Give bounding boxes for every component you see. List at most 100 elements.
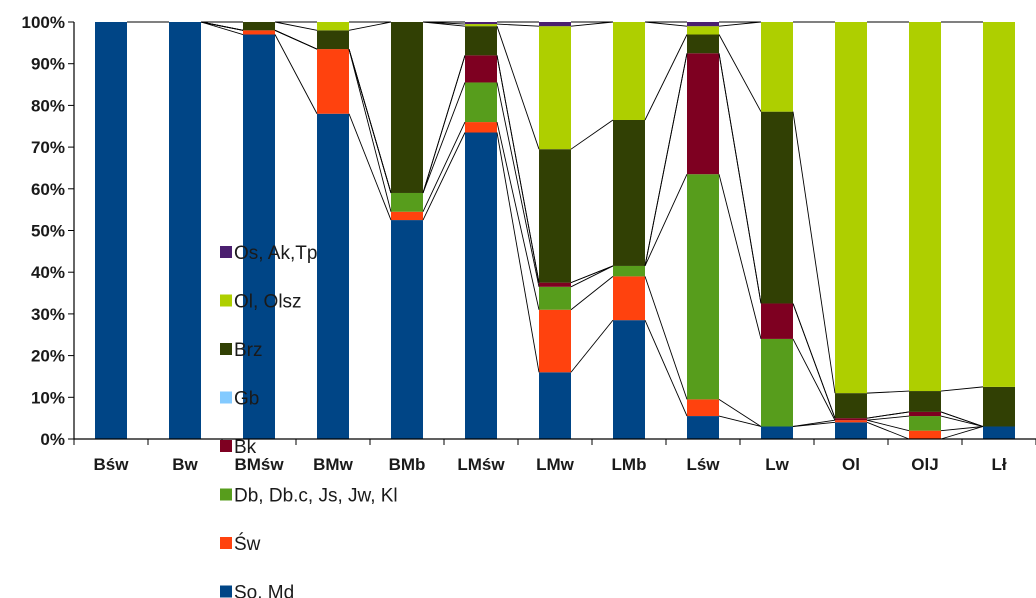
- bar-segment-so-md: [539, 372, 571, 439]
- bar-segment-bk: [465, 55, 497, 83]
- legend-item-so-md: So, Md: [220, 583, 294, 598]
- x-tick-label: LMb: [612, 455, 647, 474]
- series-line: [718, 174, 762, 340]
- bar-segment-so-md: [169, 22, 201, 439]
- series-line: [348, 48, 392, 194]
- legend-item-gb: Gb: [220, 389, 259, 410]
- series-line: [866, 390, 910, 394]
- series-line: [570, 265, 614, 288]
- x-tick-label: Lw: [765, 455, 789, 474]
- y-tick-label: 60%: [31, 180, 65, 199]
- bar-segment-brz: [687, 34, 719, 54]
- legend-label: Św: [234, 533, 261, 555]
- bar-segment-brz: [539, 149, 571, 283]
- series-line: [496, 121, 540, 310]
- y-tick-label: 90%: [31, 55, 65, 74]
- series-line: [348, 48, 392, 212]
- series-line: [718, 399, 762, 427]
- series-line: [792, 419, 836, 427]
- series-line: [496, 23, 540, 27]
- series-line: [866, 421, 910, 440]
- bar-segment-so-md: [391, 220, 423, 439]
- bar-segment-brz: [761, 111, 793, 304]
- bar-segment-os-ak-tp: [465, 22, 497, 25]
- series-line: [866, 419, 910, 432]
- bar-segment-brz: [983, 386, 1015, 427]
- y-tick-label: 70%: [31, 138, 65, 157]
- series-line: [940, 426, 984, 432]
- bar-segment-db-db-c-js-jw-kl: [613, 265, 645, 277]
- legend-swatch: [220, 246, 232, 258]
- bar-segment-db-db-c-js-jw-kl: [465, 82, 497, 123]
- series-line: [274, 21, 318, 31]
- bar-segment-bk: [761, 303, 793, 339]
- series-line: [792, 338, 836, 421]
- bar-segment-so-md: [95, 22, 127, 439]
- series-line: [570, 319, 614, 373]
- series-line: [792, 303, 836, 419]
- series-line: [644, 276, 688, 400]
- bar-segment-w: [539, 309, 571, 373]
- bar-segment-so-md: [317, 113, 349, 440]
- legend-swatch: [220, 343, 232, 355]
- series-line: [792, 111, 836, 394]
- bar-segment-ol-olsz: [909, 22, 941, 392]
- series-line: [274, 29, 318, 50]
- bar-segment-bk: [909, 411, 941, 417]
- bar-segment-ol-olsz: [983, 22, 1015, 387]
- bar-segment-ol-olsz: [317, 22, 349, 31]
- series-line: [718, 53, 762, 304]
- series-line: [644, 34, 688, 121]
- bar-segment-brz: [317, 30, 349, 50]
- x-tick-label: BMw: [313, 455, 353, 474]
- legend-item-ol-olsz: Ol, Olsz: [220, 292, 302, 313]
- legend-swatch: [220, 537, 232, 549]
- bar-segment-bk: [835, 418, 867, 421]
- series-line: [422, 132, 466, 221]
- legend-label: Bk: [234, 437, 257, 458]
- y-tick-label: 30%: [31, 305, 65, 324]
- bar-segment-so-md: [835, 422, 867, 439]
- bar-segment-os-ak-tp: [539, 22, 571, 27]
- series-line: [496, 55, 540, 283]
- y-tick-label: 100%: [22, 13, 65, 32]
- x-tick-label: Lśw: [686, 455, 720, 474]
- legend-item-bk: Bk: [220, 437, 257, 458]
- bar-segment-db-db-c-js-jw-kl: [391, 192, 423, 212]
- bar-segment-brz: [465, 26, 497, 56]
- series-line: [200, 21, 244, 35]
- plot-area: [95, 21, 1015, 440]
- series-line: [570, 265, 614, 284]
- bar-segment-os-ak-tp: [687, 22, 719, 27]
- legend-item-w: Św: [220, 533, 261, 555]
- x-axis: Bśw Bw BMśw BMw BMb LMśw LMw LMb Lśw Lw Ol OlJ Lł: [73, 438, 1036, 474]
- legend-item-brz: Brz: [220, 340, 263, 361]
- bar-segment-db-db-c-js-jw-kl: [687, 174, 719, 400]
- series-line: [496, 132, 540, 373]
- series-line: [866, 415, 910, 421]
- series-line: [940, 426, 984, 440]
- legend-swatch: [220, 585, 232, 598]
- x-tick-label: Bw: [172, 455, 198, 474]
- bar-segment-db-db-c-js-jw-kl: [909, 416, 941, 431]
- series-line: [570, 21, 614, 27]
- bar-segment-w: [613, 276, 645, 321]
- series-line: [274, 34, 318, 114]
- bar-segment-db-db-c-js-jw-kl: [539, 286, 571, 310]
- bar-segment-brz: [243, 22, 275, 31]
- y-tick-label: 0%: [40, 430, 65, 449]
- legend-swatch: [220, 488, 232, 501]
- series-line: [718, 34, 762, 112]
- bar-segment-ol-olsz: [465, 24, 497, 27]
- bar-segment-ol-olsz: [539, 26, 571, 150]
- series-line: [496, 26, 540, 150]
- series-line: [422, 121, 466, 212]
- bar-segment-ol-olsz: [687, 26, 719, 35]
- bar-segment-db-db-c-js-jw-kl: [761, 338, 793, 427]
- bar-segment-w: [243, 30, 275, 35]
- bar-segment-ol-olsz: [613, 22, 645, 120]
- series-line: [200, 21, 244, 31]
- legend-swatch: [220, 440, 232, 452]
- x-tick-label: BMb: [389, 455, 426, 474]
- bar-segment-so-md: [465, 132, 497, 439]
